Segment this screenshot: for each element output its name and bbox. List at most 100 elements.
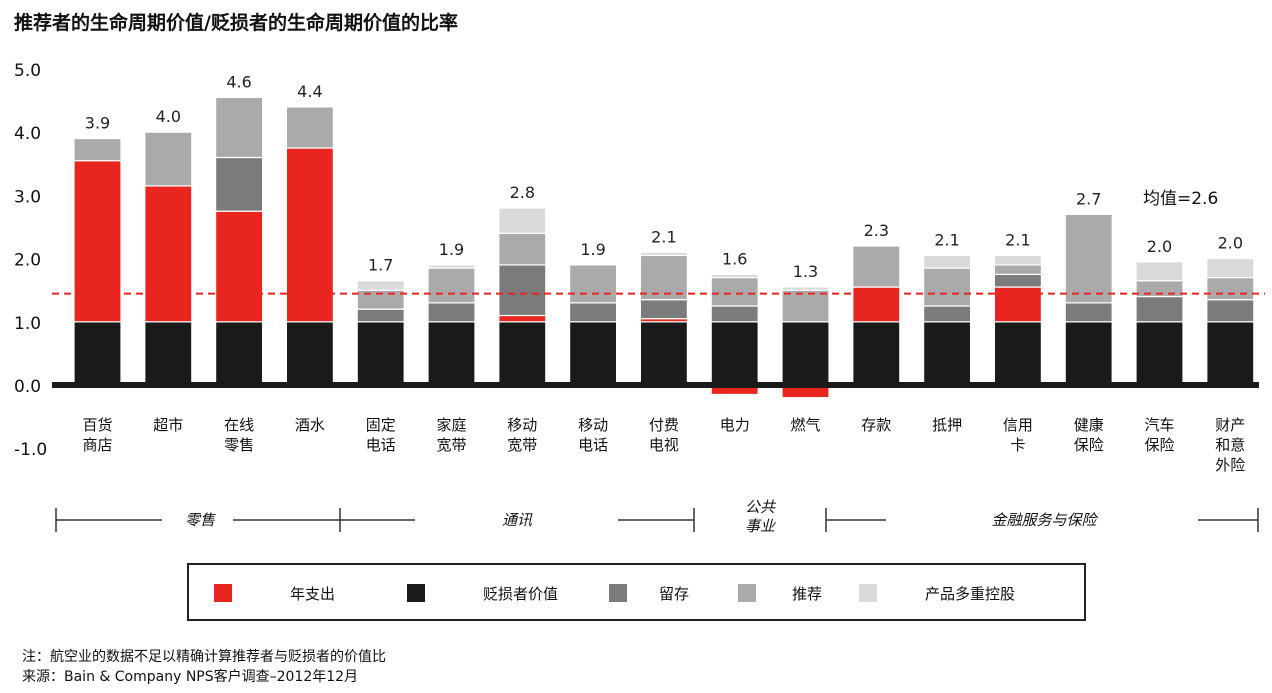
category-label: 保险: [1074, 436, 1104, 454]
legend-label: 留存: [659, 584, 690, 603]
bar-segment: [639, 299, 689, 320]
y-tick-label: 1.0: [14, 314, 41, 334]
bar-segment: [356, 321, 405, 386]
bar-total-label: 4.6: [226, 72, 251, 91]
bar-segment: [781, 321, 830, 386]
legend-item-annual-spend: 年支出: [214, 583, 335, 603]
legend-swatch-annual-spend: [214, 584, 232, 602]
bar-segment: [215, 210, 264, 323]
bar-segment: [922, 267, 972, 307]
bar-total-label: 2.0: [1218, 234, 1243, 253]
category-label: 汽车: [1144, 416, 1174, 434]
bar-segment: [781, 286, 830, 291]
bar-segment: [1206, 321, 1255, 386]
y-tick-label: -1.0: [14, 440, 47, 460]
group-label: 通讯: [502, 511, 533, 529]
bar-segment: [427, 264, 476, 269]
bar-segment: [356, 308, 405, 323]
category-label: 宽带: [507, 436, 537, 454]
category-label: 付费: [649, 416, 679, 434]
category-label: 卡: [1010, 436, 1025, 454]
y-tick-label: 5.0: [14, 61, 41, 81]
legend-label: 产品多重控股: [925, 584, 1016, 603]
category-label: 零售: [224, 436, 254, 454]
category-label: 信用: [1003, 416, 1033, 434]
bar-segment: [1206, 299, 1255, 323]
legend-item-multi-product: 产品多重控股: [859, 583, 1015, 603]
legend-label: 推荐: [792, 584, 823, 603]
bar-segment: [993, 264, 1043, 276]
bar-segment: [568, 264, 618, 304]
category-label: 在线: [224, 416, 254, 434]
bar-segment: [1206, 258, 1255, 279]
bar-segment: [710, 273, 759, 279]
bar-segment: [852, 321, 901, 386]
bar-total-label: 2.1: [1005, 230, 1030, 249]
category-label: 保险: [1144, 436, 1174, 454]
category-label: 电力: [720, 416, 750, 434]
bar-total-label: 1.7: [368, 256, 393, 275]
bar-segment: [852, 245, 901, 288]
bar-segment: [498, 321, 547, 386]
category-label: 电视: [649, 436, 679, 454]
category-label: 财产: [1215, 416, 1245, 434]
bar-segment: [639, 254, 689, 301]
legend-item-detractor-value: 贬损者价值: [407, 583, 558, 603]
bar-segment: [922, 254, 972, 269]
bar-segment: [144, 321, 193, 386]
y-tick-label: 2.0: [14, 251, 41, 271]
category-label: 和意: [1215, 436, 1245, 454]
category-label: 健康: [1074, 416, 1104, 434]
bar-total-label: 1.9: [580, 240, 605, 259]
legend-swatch-referral: [738, 584, 756, 602]
category-label: 电话: [366, 436, 396, 454]
bar-segment: [427, 302, 476, 323]
bar-total-label: 1.9: [439, 240, 464, 259]
bar-segment: [215, 96, 264, 159]
group-label: 事业: [745, 517, 776, 535]
bar-segment: [144, 185, 193, 323]
legend-swatch-retention: [609, 584, 627, 602]
footnote: 注：航空业的数据不足以精确计算推荐者与贬损者的价值比: [22, 649, 386, 665]
legend: 年支出 贬损者价值 留存 推荐 产品多重控股: [187, 563, 1086, 621]
legend-item-referral: 推荐: [738, 583, 822, 603]
category-label: 商店: [82, 436, 112, 454]
category-label: 电话: [578, 436, 608, 454]
bar-segment: [639, 321, 689, 386]
category-label: 固定: [366, 416, 396, 434]
bar-total-label: 4.0: [156, 107, 181, 126]
bar-segment: [993, 254, 1043, 266]
legend-label: 贬损者价值: [483, 584, 559, 603]
y-tick-label: 4.0: [14, 124, 41, 144]
bar-total-label: 2.1: [651, 227, 676, 246]
bar-segment: [1135, 295, 1184, 323]
bar-total-label: 1.6: [722, 249, 747, 268]
category-label: 家庭: [436, 416, 466, 434]
category-label: 外险: [1215, 456, 1245, 474]
bar-total-label: 2.1: [934, 230, 959, 249]
group-label: 公共: [745, 498, 777, 516]
legend-swatch-detractor-value: [407, 584, 425, 602]
bar-segment: [568, 302, 618, 323]
bar-segment: [73, 321, 122, 386]
legend-swatch-multi-product: [859, 584, 877, 602]
bar-segment: [568, 321, 618, 386]
category-label: 存款: [861, 416, 891, 434]
group-label: 金融服务与保险: [991, 511, 1098, 529]
bar-segment: [1064, 302, 1113, 323]
category-label: 宽带: [436, 436, 466, 454]
category-label: 燃气: [790, 416, 820, 434]
bar-segment: [144, 131, 193, 187]
bar-segment: [1206, 276, 1255, 301]
bar-segment: [356, 280, 405, 291]
category-label: 百货: [82, 416, 112, 434]
bar-segment: [710, 321, 759, 386]
bar-segment: [781, 289, 830, 323]
bar-segment: [852, 286, 901, 323]
bar-segment: [498, 207, 547, 234]
y-tick-label: 3.0: [14, 187, 41, 207]
bar-total-label: 2.8: [510, 183, 535, 202]
category-label: 抵押: [932, 416, 962, 434]
bar-segment: [215, 156, 264, 212]
